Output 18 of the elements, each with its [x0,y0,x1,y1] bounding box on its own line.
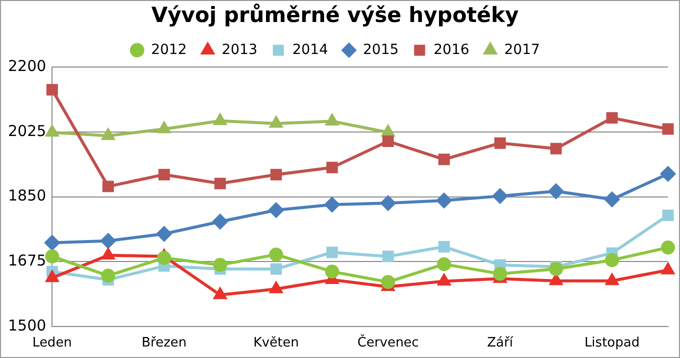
y-tick-label: 1675 [8,251,46,270]
chart-title: Vývoj průměrné výše hypotéky [151,3,519,28]
y-tick-label: 2200 [8,57,46,76]
x-tick-label: Červenec [357,334,419,351]
x-tick-label: Květen [253,336,299,351]
x-tick-label: Leden [32,336,72,351]
x-tick-label: Září [487,336,514,351]
y-tick-label: 2025 [8,122,46,140]
legend-label: 2016 [434,42,470,58]
y-tick-label: 1850 [8,186,46,205]
x-tick-label: Březen [142,336,187,351]
legend-label: 2012 [151,42,187,58]
y-tick-label: 1500 [8,316,46,334]
x-tick-label: Listopad [584,336,640,351]
legend-label: 2015 [363,42,399,58]
legend-label: 2013 [222,42,258,58]
legend-label: 2014 [292,42,328,58]
legend-label: 2017 [504,42,540,58]
